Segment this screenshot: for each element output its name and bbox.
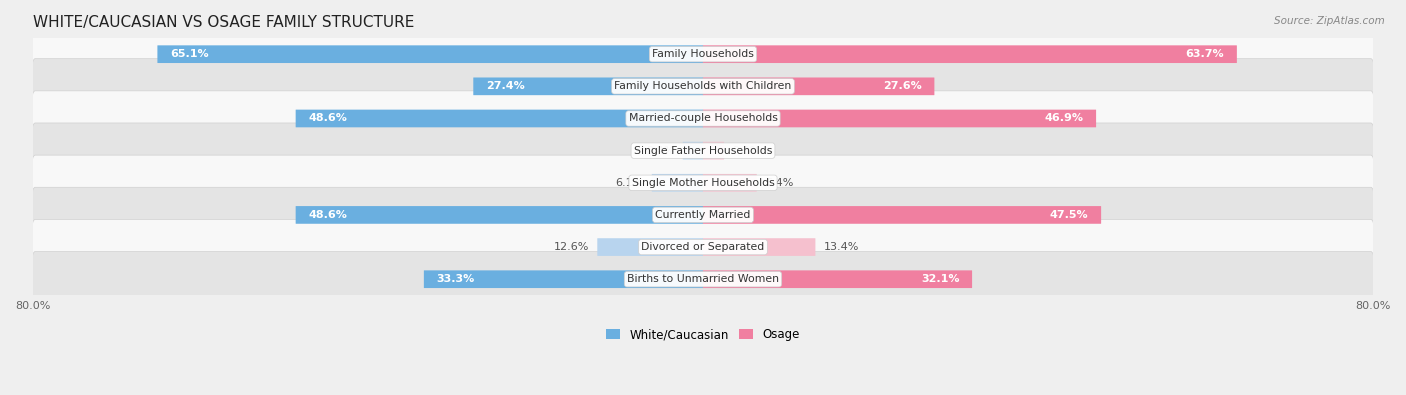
FancyBboxPatch shape xyxy=(32,91,1374,146)
FancyBboxPatch shape xyxy=(598,238,703,256)
Text: 63.7%: 63.7% xyxy=(1185,49,1225,59)
Text: 13.4%: 13.4% xyxy=(824,242,859,252)
FancyBboxPatch shape xyxy=(32,155,1374,211)
Text: 2.4%: 2.4% xyxy=(645,146,675,156)
Text: 27.6%: 27.6% xyxy=(883,81,922,91)
FancyBboxPatch shape xyxy=(652,174,703,192)
FancyBboxPatch shape xyxy=(32,187,1374,243)
Text: 2.5%: 2.5% xyxy=(733,146,761,156)
Text: 27.4%: 27.4% xyxy=(486,81,524,91)
Text: 48.6%: 48.6% xyxy=(308,210,347,220)
FancyBboxPatch shape xyxy=(683,142,703,160)
FancyBboxPatch shape xyxy=(703,174,756,192)
FancyBboxPatch shape xyxy=(157,45,703,63)
FancyBboxPatch shape xyxy=(703,238,815,256)
FancyBboxPatch shape xyxy=(474,77,703,95)
FancyBboxPatch shape xyxy=(703,45,1237,63)
Text: Divorced or Separated: Divorced or Separated xyxy=(641,242,765,252)
Text: Married-couple Households: Married-couple Households xyxy=(628,113,778,124)
Text: 65.1%: 65.1% xyxy=(170,49,208,59)
Text: Family Households with Children: Family Households with Children xyxy=(614,81,792,91)
Text: 47.5%: 47.5% xyxy=(1050,210,1088,220)
Text: Currently Married: Currently Married xyxy=(655,210,751,220)
Text: Single Mother Households: Single Mother Households xyxy=(631,178,775,188)
FancyBboxPatch shape xyxy=(295,110,703,127)
FancyBboxPatch shape xyxy=(703,77,935,95)
FancyBboxPatch shape xyxy=(32,252,1374,307)
Text: Source: ZipAtlas.com: Source: ZipAtlas.com xyxy=(1274,16,1385,26)
Text: 46.9%: 46.9% xyxy=(1045,113,1084,124)
Text: 6.4%: 6.4% xyxy=(765,178,793,188)
Legend: White/Caucasian, Osage: White/Caucasian, Osage xyxy=(602,324,804,346)
FancyBboxPatch shape xyxy=(703,270,972,288)
FancyBboxPatch shape xyxy=(32,123,1374,178)
Text: Single Father Households: Single Father Households xyxy=(634,146,772,156)
Text: Births to Unmarried Women: Births to Unmarried Women xyxy=(627,274,779,284)
Text: Family Households: Family Households xyxy=(652,49,754,59)
Text: 32.1%: 32.1% xyxy=(921,274,959,284)
FancyBboxPatch shape xyxy=(295,206,703,224)
Text: 12.6%: 12.6% xyxy=(554,242,589,252)
FancyBboxPatch shape xyxy=(32,26,1374,82)
FancyBboxPatch shape xyxy=(703,142,724,160)
Text: WHITE/CAUCASIAN VS OSAGE FAMILY STRUCTURE: WHITE/CAUCASIAN VS OSAGE FAMILY STRUCTUR… xyxy=(32,15,413,30)
FancyBboxPatch shape xyxy=(32,59,1374,114)
FancyBboxPatch shape xyxy=(703,110,1097,127)
Text: 33.3%: 33.3% xyxy=(436,274,475,284)
Text: 48.6%: 48.6% xyxy=(308,113,347,124)
Text: 6.1%: 6.1% xyxy=(616,178,644,188)
FancyBboxPatch shape xyxy=(703,206,1101,224)
FancyBboxPatch shape xyxy=(423,270,703,288)
FancyBboxPatch shape xyxy=(32,219,1374,275)
